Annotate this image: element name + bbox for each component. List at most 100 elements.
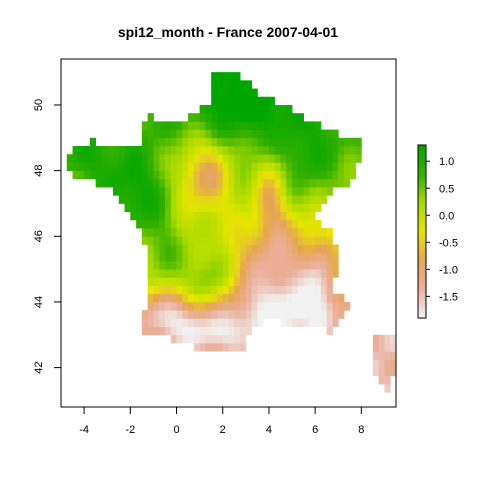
raster-cell (199, 113, 206, 122)
raster-cell (257, 195, 264, 204)
raster-cell (112, 146, 120, 155)
raster-cell (222, 187, 229, 196)
legend-color-segment (418, 277, 426, 281)
raster-cell (222, 326, 229, 336)
raster-cell (309, 162, 316, 172)
legend-color-segment (418, 196, 426, 201)
raster-cell (130, 211, 137, 221)
raster-cell (251, 310, 258, 319)
raster-cell (234, 211, 241, 221)
raster-cell (268, 260, 276, 270)
raster-cell (222, 170, 229, 180)
raster-cell (118, 154, 125, 163)
raster-cell (205, 154, 212, 163)
raster-cell (274, 211, 281, 221)
raster-cell (228, 104, 235, 114)
raster-cell (153, 129, 160, 139)
raster-cell (251, 269, 258, 278)
raster-cell (303, 170, 310, 180)
raster-cell (332, 154, 339, 163)
raster-cell (251, 96, 258, 106)
raster-cell (240, 104, 247, 114)
raster-cell (228, 80, 235, 89)
raster-cell (378, 367, 385, 377)
raster-cell (153, 178, 160, 188)
raster-cell (315, 277, 322, 286)
legend-color-segment (418, 191, 426, 195)
raster-cell (228, 170, 235, 180)
raster-cell (228, 203, 235, 213)
raster-cell (378, 359, 385, 369)
raster-cell (274, 310, 281, 319)
raster-cell (274, 178, 281, 188)
raster-cell (286, 154, 293, 163)
raster-cell (222, 88, 229, 98)
raster-cell (101, 178, 108, 188)
raster-cell (274, 252, 281, 262)
raster-cell (251, 129, 258, 139)
raster-cell (78, 154, 85, 163)
raster-cell (344, 162, 351, 172)
raster-cell (164, 187, 172, 196)
raster-cell (222, 293, 229, 303)
raster-cell (211, 260, 218, 270)
raster-cell (297, 244, 304, 254)
legend-color-segment (418, 185, 426, 189)
raster-cell (292, 203, 299, 213)
raster-cell (222, 80, 229, 89)
raster-cell (95, 162, 102, 172)
raster-cell (211, 342, 218, 352)
raster-cell (118, 146, 125, 155)
legend-color-segment (418, 150, 426, 155)
raster-cell (309, 203, 316, 213)
raster-cell (216, 236, 224, 245)
raster-cell (193, 342, 201, 352)
raster-cell (211, 203, 218, 213)
raster-cell (101, 170, 108, 180)
raster-cell (245, 104, 253, 114)
raster-cell (164, 162, 172, 172)
raster-cell (338, 178, 345, 188)
raster-cell (228, 301, 235, 311)
raster-cell (234, 96, 241, 106)
raster-cell (228, 318, 235, 327)
raster-cell (176, 334, 183, 344)
raster-cell (309, 285, 316, 295)
raster-cell (205, 203, 212, 213)
raster-cell (292, 285, 299, 295)
raster-cell (245, 301, 253, 311)
x-tick-label: -2 (125, 424, 135, 436)
raster-cell (216, 96, 224, 106)
raster-cell (268, 187, 276, 196)
raster-cell (176, 236, 183, 245)
raster-cell (216, 318, 224, 327)
raster-cell (170, 121, 177, 130)
y-tick-label: 50 (33, 99, 45, 111)
raster-cell (240, 96, 247, 106)
raster-cell (170, 187, 177, 196)
raster-cell (147, 146, 154, 155)
raster-cell (257, 310, 264, 319)
raster-cell (199, 195, 206, 204)
raster-cell (297, 318, 304, 327)
raster-cell (245, 88, 253, 98)
raster-cell (320, 277, 328, 286)
raster-cell (153, 269, 160, 278)
raster-cell (274, 285, 281, 295)
raster-cell (182, 203, 189, 213)
raster-cell (326, 326, 333, 336)
x-tick-label: 2 (220, 424, 226, 436)
raster-cell (240, 219, 247, 229)
raster-cell (338, 146, 345, 155)
raster-cell (176, 269, 183, 278)
raster-cell (199, 162, 206, 172)
raster-cell (211, 129, 218, 139)
raster-cell (188, 195, 195, 204)
raster-cell (170, 277, 177, 286)
raster-cell (251, 146, 258, 155)
raster-cell (280, 187, 287, 196)
raster-cell (222, 113, 229, 122)
raster-cell (251, 285, 258, 295)
raster-cell (268, 301, 276, 311)
raster-cell (309, 154, 316, 163)
